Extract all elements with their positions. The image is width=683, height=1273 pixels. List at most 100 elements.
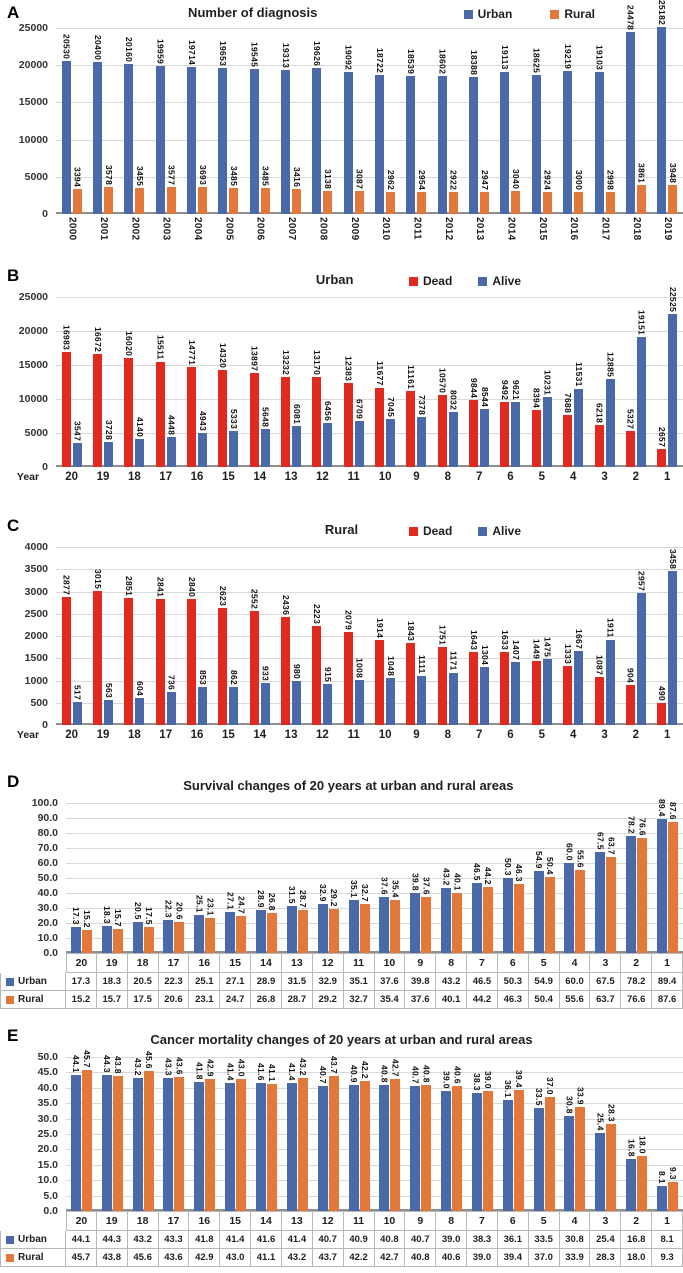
table-value-cell: 43.2 (127, 1230, 159, 1249)
bar-group: 6218 12885 (589, 297, 620, 467)
bar-alive (542, 659, 552, 725)
panel-label-e: E (7, 1026, 19, 1045)
table-value-cell: 44.2 (467, 990, 498, 1009)
bar-value-label: 18625 (531, 47, 542, 73)
bar-rural (513, 884, 524, 953)
bar-alive (292, 681, 302, 725)
bar-urban (194, 1082, 205, 1211)
bar-group: 15511 4448 (150, 297, 181, 467)
y-tick-label: 50.0 (37, 871, 58, 884)
y-tick-label: 1000 (24, 674, 48, 687)
bar-urban (533, 871, 544, 953)
table-value-cell: 8.1 (652, 1230, 683, 1249)
gridline (56, 547, 683, 548)
bar-alive (135, 439, 145, 467)
x-tick-label: 2017 (589, 214, 620, 258)
bar-group: 2851 604 (119, 547, 150, 725)
x-tick-label: 2008 (307, 214, 338, 258)
bar-dead (61, 352, 71, 467)
gridline (66, 1119, 683, 1120)
bar-dead (281, 377, 291, 467)
table-value-cell: 28.3 (590, 1248, 622, 1267)
x-axis-title (0, 214, 56, 258)
bar-group: 40.9 42.2 (344, 1057, 375, 1211)
bar-value-label: 1087 (594, 654, 605, 675)
x-tick-label: 6 (507, 729, 514, 741)
gridline (66, 951, 683, 953)
bar-value-label: 5648 (260, 406, 271, 427)
bar-wrap: 2840 (187, 577, 197, 725)
bar-value-label: 12885 (605, 351, 616, 377)
bar-wrap: 20160 (124, 37, 134, 214)
bar-wrap: 40.6 (452, 1066, 462, 1211)
bar-group: 43.2 40.1 (436, 803, 467, 953)
gridline (66, 893, 683, 894)
bar-group: 19313 3416 (275, 28, 306, 214)
bar-value-label: 32.7 (359, 884, 370, 902)
table-row-label: Urban (18, 975, 47, 987)
y-tick-label: 70.0 (37, 841, 58, 854)
bar-value-label: 13897 (249, 345, 260, 371)
bar-value-label: 2877 (61, 574, 72, 595)
bar-urban (317, 904, 328, 953)
bar-wrap: 7688 (563, 393, 573, 467)
bar-value-label: 563 (103, 682, 114, 698)
table-value-cell: 17.3 (66, 972, 97, 991)
bar-value-label: 16020 (124, 330, 135, 356)
bar-rural (448, 192, 458, 214)
table-value-cell: 50.3 (497, 972, 529, 991)
bar-value-label: 89.4 (657, 799, 668, 817)
table-year-cell: 17 (158, 1211, 190, 1231)
table-year-cell: 19 (96, 1211, 128, 1231)
bar-wrap: 4140 (135, 417, 145, 467)
bar-group: 7688 11531 (558, 297, 589, 467)
gridline (56, 212, 683, 214)
bar-value-label: 39.0 (483, 1071, 494, 1089)
gridline (56, 433, 683, 434)
bar-dead (594, 425, 604, 467)
bar-value-label: 43.6 (174, 1057, 185, 1075)
bar-wrap: 3861 (637, 163, 647, 214)
bar-wrap: 1475 (542, 637, 553, 725)
bar-value-label: 15.2 (82, 910, 93, 928)
bar-urban (286, 906, 297, 953)
bar-wrap: 3394 (72, 167, 82, 214)
bar-dead (343, 383, 353, 467)
y-tick-label: 10000 (18, 392, 48, 405)
bar-value-label: 50.3 (502, 858, 513, 876)
bar-value-label: 42.9 (205, 1059, 216, 1077)
bar-wrap: 2851 (124, 576, 134, 725)
x-tick-label: 8 (444, 729, 451, 741)
x-tick-label: 7 (475, 729, 483, 741)
bar-wrap: 16.8 (626, 1139, 636, 1211)
bar-wrap: 1008 (355, 658, 365, 725)
bar-urban (626, 836, 637, 953)
bar-value-label: 20400 (92, 34, 103, 60)
bar-value-label: 9621 (511, 379, 522, 400)
bar-rural (266, 913, 277, 953)
table-value-cell: 39.0 (436, 1230, 468, 1249)
bar-wrap: 11677 (375, 361, 385, 467)
x-tick-text: 2011 (411, 217, 423, 240)
bar-wrap: 30.8 (564, 1096, 575, 1211)
x-tick-label: 16 (190, 471, 204, 483)
bar-rural (328, 909, 339, 953)
bar-rural (452, 893, 463, 953)
y-tick-label: 5.0 (43, 1189, 58, 1202)
gridline (66, 803, 683, 804)
bar-group: 25.1 23.1 (189, 803, 220, 953)
y-tick-label: 10.0 (37, 1173, 58, 1186)
bar-value-label: 40.1 (452, 873, 463, 891)
table-value-cell: 25.1 (189, 972, 221, 991)
x-tick-label: 6 (507, 471, 514, 483)
bar-wrap: 24.7 (236, 896, 246, 953)
x-tick-text: 2013 (474, 217, 486, 241)
bar-value-label: 7688 (562, 392, 573, 413)
gridline (56, 703, 683, 704)
table-year-cell: 12 (312, 1211, 344, 1231)
bar-urban (163, 1078, 174, 1211)
table-year-cell: 5 (528, 953, 560, 973)
bar-wrap: 33.5 (533, 1088, 544, 1211)
bar-wrap: 43.2 (441, 868, 451, 953)
bar-value-label: 39.8 (410, 873, 421, 891)
